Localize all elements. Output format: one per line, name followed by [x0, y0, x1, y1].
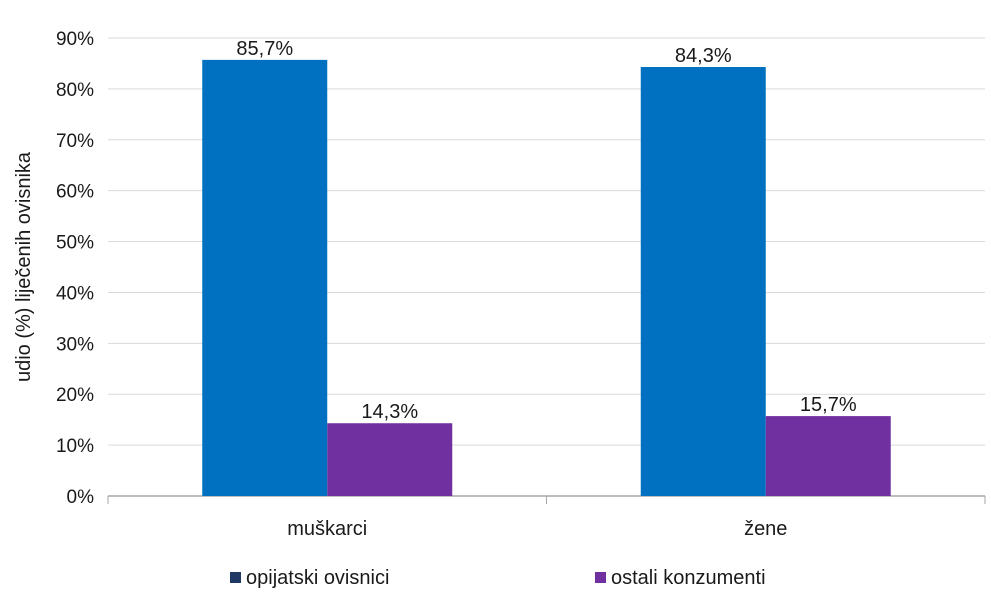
y-tick-label: 70%	[56, 131, 94, 152]
legend-label: opijatski ovisnici	[246, 567, 389, 589]
bars	[202, 59, 891, 497]
legend-item-ostali-konzumenti: ostali konzumenti	[595, 567, 766, 589]
legend-marker	[230, 572, 241, 583]
y-tick-label: 90%	[56, 29, 94, 50]
data-label: 15,7%	[800, 394, 857, 416]
legend-item-opijatski-ovisnici: opijatski ovisnici	[230, 567, 389, 589]
legend-marker	[595, 572, 606, 583]
y-tick-label: 40%	[56, 283, 94, 304]
x-category-label: žene	[744, 518, 787, 540]
y-tick-label: 0%	[67, 487, 95, 508]
y-axis-title: udio (%) liječenih ovisnika	[13, 151, 35, 382]
data-labels: 85,7% 14,3% 84,3% 15,7%	[236, 38, 856, 423]
data-label: 84,3%	[675, 45, 732, 67]
legend: opijatski ovisnici ostali konzumenti	[230, 567, 766, 589]
bar-opijatski-ovisnici	[202, 59, 328, 496]
x-category-label: muškarci	[287, 518, 367, 540]
bar-ostali-konzumenti	[765, 416, 891, 496]
y-tick-label: 10%	[56, 436, 94, 457]
bar-opijatski-ovisnici	[640, 67, 766, 497]
y-tick-label: 30%	[56, 334, 94, 355]
y-tick-label: 80%	[56, 80, 94, 101]
data-label: 85,7%	[236, 38, 293, 60]
legend-label: ostali konzumenti	[611, 567, 766, 589]
y-tick-label: 50%	[56, 233, 94, 254]
data-label: 14,3%	[361, 401, 418, 423]
axes: 0% 10% 20% 30% 40% 50% 60% 70% 80% 90% muškarci žen…	[13, 29, 986, 540]
y-tick-label: 60%	[56, 182, 94, 203]
y-tick-label: 20%	[56, 385, 94, 406]
bar-ostali-konzumenti	[327, 423, 453, 496]
